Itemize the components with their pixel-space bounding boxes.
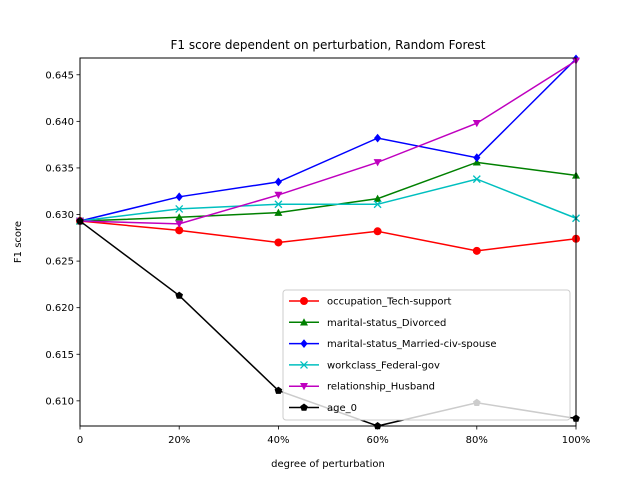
x-tick-label: 0 (77, 435, 83, 446)
plot-frame (79, 57, 577, 427)
legend: occupation_Tech-support marital-status_Di… (282, 289, 571, 421)
series-line (79, 161, 577, 222)
y-tick-label: 0.630 (45, 210, 74, 221)
legend-label: workclass_Federal-gov (327, 360, 440, 371)
data-point (175, 192, 183, 202)
y-axis: 0.610 0.615 0.620 0.625 0.630 0.635 0.640 0.645 (45, 70, 80, 407)
data-point (274, 386, 283, 394)
x-tick-label: 60% (366, 435, 388, 446)
series-line (79, 58, 577, 222)
data-point (274, 177, 282, 187)
data-point (373, 159, 382, 167)
x-tick-label: 40% (267, 435, 289, 446)
data-point (175, 213, 184, 221)
legend-marker (300, 339, 308, 348)
data-point (175, 204, 184, 213)
data-point (374, 133, 382, 143)
legend-marker (300, 383, 308, 391)
legend-label: occupation_Tech-support (327, 297, 452, 308)
y-tick-label: 0.610 (45, 396, 74, 407)
y-tick-label: 0.645 (45, 70, 74, 81)
legend-label: age_0 (327, 403, 357, 414)
data-point (175, 220, 184, 228)
data-point (473, 153, 481, 163)
data-point (274, 191, 283, 199)
legend-marker (300, 403, 308, 411)
y-tick-label: 0.615 (45, 350, 74, 361)
y-tick-label: 0.625 (45, 257, 74, 268)
data-point (472, 120, 481, 128)
legend-label: marital-status_Divorced (327, 318, 446, 329)
data-point (175, 226, 184, 235)
data-point (373, 194, 382, 202)
data-point (274, 200, 283, 209)
data-point (472, 246, 481, 255)
series-3 (76, 175, 580, 225)
data-point (175, 291, 183, 299)
x-axis-label: degree of perturbation (271, 459, 385, 470)
x-axis: 0 20% 40% 60% 80% 100% (77, 426, 590, 446)
legend-label: marital-status_Married-civ-spouse (327, 339, 497, 350)
legend-label: relationship_Husband (327, 382, 435, 393)
data-point (373, 227, 382, 236)
series-line (79, 178, 577, 222)
x-tick-label: 80% (466, 435, 488, 446)
y-tick-label: 0.620 (45, 303, 74, 314)
series-line (79, 220, 577, 252)
legend-marker (300, 297, 308, 305)
x-tick-label: 20% (168, 435, 190, 446)
x-tick-label: 100% (562, 435, 591, 446)
y-tick-label: 0.640 (45, 117, 74, 128)
y-axis-label: F1 score (13, 221, 24, 263)
y-tick-label: 0.635 (45, 163, 74, 174)
legend-marker (300, 360, 308, 369)
legend-marker (300, 318, 308, 326)
chart-title: F1 score dependent on perturbation, Rand… (171, 38, 486, 52)
data-point (373, 200, 382, 209)
series-line (79, 60, 577, 225)
data-point (472, 175, 481, 184)
legend-box (282, 289, 571, 421)
data-point (274, 208, 283, 216)
data-point (274, 238, 283, 247)
